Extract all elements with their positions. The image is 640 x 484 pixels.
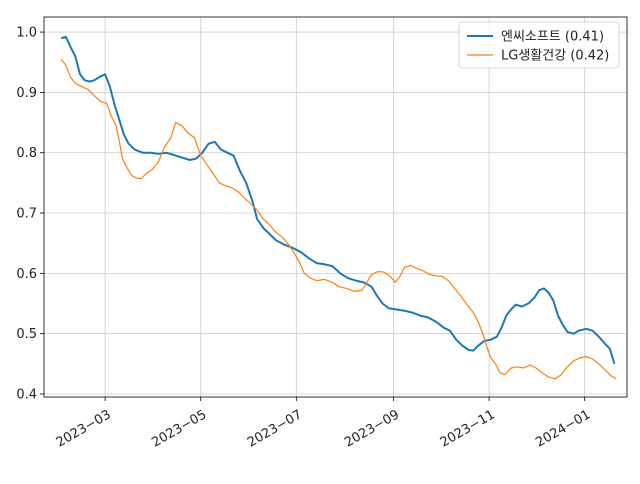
series-lines <box>60 35 617 380</box>
y-tick-label: 0.7 <box>16 207 37 222</box>
y-tick-label: 0.6 <box>16 267 37 282</box>
legend-box <box>458 21 620 69</box>
legend-label: 엔씨소프트 (0.41) <box>501 30 604 45</box>
series-line-1 <box>60 35 616 365</box>
y-tick-label: 0.9 <box>16 86 37 101</box>
series-line-2 <box>60 58 617 380</box>
y-tick-label: 1.0 <box>16 26 37 41</box>
plot-frame <box>43 16 628 398</box>
legend: 엔씨소프트 (0.41) LG생활건강 (0.42) <box>458 21 620 69</box>
y-tick-label: 0.8 <box>16 146 37 161</box>
y-tick-label: 0.5 <box>16 327 37 342</box>
legend-label: LG생활건강 (0.42) <box>501 49 609 64</box>
grid-lines <box>44 17 627 397</box>
y-tick-label: 0.4 <box>16 387 37 402</box>
